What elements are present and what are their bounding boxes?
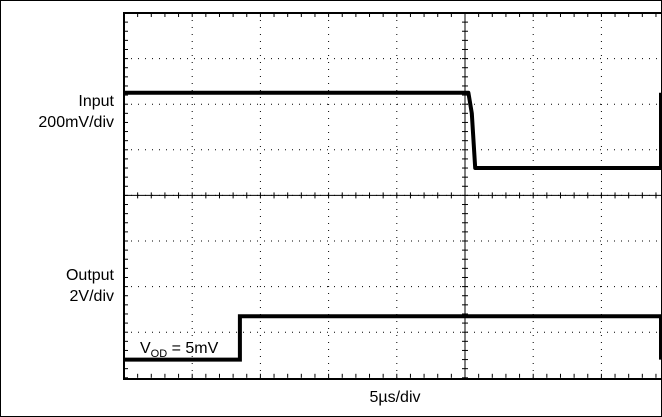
input-label-scale: 200mV/div xyxy=(38,114,114,131)
vod-annotation: VOD = 5mV xyxy=(140,340,218,360)
output-channel-label: Output 2V/div xyxy=(66,265,114,307)
input-channel-label: Input 200mV/div xyxy=(38,91,114,133)
input-trace xyxy=(124,314,662,362)
vod-suffix: = 5mV xyxy=(167,340,219,357)
time-scale-label: 5µs/div xyxy=(369,389,421,406)
input-label-name: Input xyxy=(78,93,114,110)
vod-subscript: OD xyxy=(150,348,168,361)
plot-area-border xyxy=(123,12,662,380)
vod-prefix: V xyxy=(140,340,151,357)
output-label-name: Output xyxy=(65,267,114,284)
grid xyxy=(123,12,662,379)
output-trace xyxy=(124,90,662,170)
output-label-scale: 2V/div xyxy=(69,288,114,305)
